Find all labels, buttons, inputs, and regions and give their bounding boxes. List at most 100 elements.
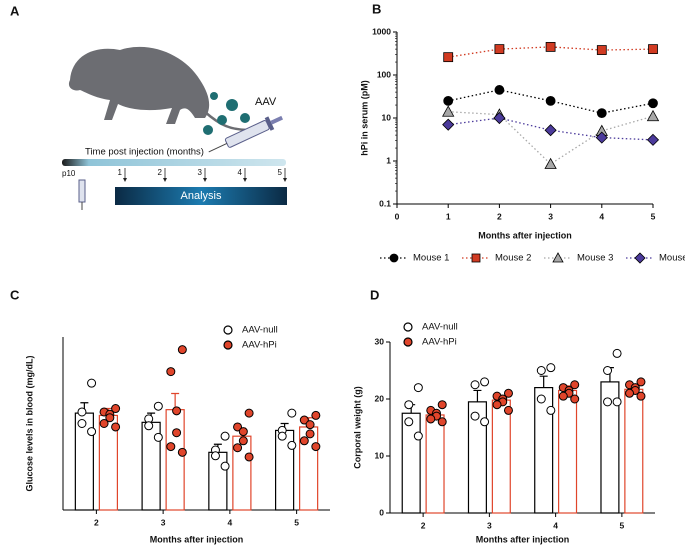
y-axis-label: hPi in serum (pM)	[359, 80, 369, 156]
data-point	[311, 442, 321, 452]
data-point	[437, 417, 447, 427]
y-tick-label: 0.1	[379, 198, 391, 208]
data-point	[77, 419, 87, 428]
marker	[494, 44, 505, 55]
data-point	[480, 377, 490, 387]
y-tick-label: 1	[386, 155, 391, 165]
x-tick-label: 3	[548, 211, 553, 221]
data-point	[87, 427, 97, 437]
data-point	[603, 366, 613, 375]
legend-label: Mouse 4	[659, 253, 685, 264]
data-point	[99, 419, 109, 428]
marker	[648, 44, 658, 55]
month-arrowhead	[203, 178, 207, 182]
data-point	[177, 345, 187, 355]
data-point	[426, 414, 436, 424]
y-tick-label: 30	[375, 336, 385, 346]
marker	[596, 108, 607, 119]
data-point	[287, 440, 297, 450]
y-tick-label: 0	[379, 507, 384, 517]
mouse	[68, 46, 210, 124]
x-tick-label: 0	[395, 211, 400, 221]
series-line	[448, 111, 654, 165]
y-tick-label: 100	[377, 69, 391, 79]
marker	[544, 157, 557, 169]
x-tick-label: 1	[446, 211, 451, 221]
data-point	[244, 452, 254, 462]
data-point	[546, 405, 556, 415]
y-tick-label: 10	[375, 450, 385, 460]
legend-label: AAV-null	[422, 322, 458, 333]
data-point	[503, 405, 513, 415]
y-axis-label: Glucose levels in blood (mg/dL)	[24, 355, 34, 491]
data-point	[299, 436, 309, 446]
data-point	[177, 447, 187, 457]
data-point	[87, 378, 97, 388]
data-point	[636, 391, 646, 401]
x-tick-label: 3	[487, 520, 492, 530]
data-point	[570, 380, 580, 390]
data-point	[536, 394, 546, 404]
marker	[545, 95, 556, 106]
x-tick-label: 5	[651, 211, 656, 221]
error-bar	[539, 375, 548, 388]
x-tick-label: 4	[228, 517, 233, 527]
panel-label: C	[10, 287, 20, 302]
data-point	[503, 388, 513, 398]
data-point	[233, 443, 243, 453]
month-ticks: 1 2 3 4 5	[118, 168, 287, 182]
legend-marker	[223, 340, 233, 350]
panel-label: B	[372, 1, 381, 16]
month-label: 4	[238, 168, 243, 177]
marker	[442, 118, 455, 131]
y-tick-label: 10	[382, 112, 392, 122]
marker	[646, 133, 660, 146]
data-point	[413, 431, 423, 441]
data-point	[166, 367, 176, 377]
x-axis-label: Months after injection	[478, 230, 572, 240]
data-point	[77, 407, 87, 417]
bar	[491, 399, 511, 514]
marker	[648, 98, 658, 109]
month-arrowhead	[123, 178, 127, 182]
month-arrowhead	[243, 178, 247, 182]
x-axis-label: Months after injection	[476, 534, 570, 544]
panel-label: A	[10, 3, 20, 18]
bar	[425, 414, 445, 514]
data-point	[277, 431, 287, 441]
month-arrowhead	[163, 178, 167, 182]
x-tick-label: 3	[161, 517, 166, 527]
marker	[493, 111, 506, 125]
legend-label: AAV-hPi	[422, 337, 457, 348]
marker	[494, 85, 505, 95]
data-point	[625, 388, 635, 398]
y-axis-label: Corporal weight (g)	[352, 386, 362, 469]
month-label: 2	[158, 168, 163, 177]
x-tick-label: 4	[553, 520, 558, 530]
data-point	[404, 417, 414, 427]
data-point	[437, 400, 447, 410]
data-point	[238, 427, 248, 437]
data-point	[220, 461, 230, 471]
illustration: A AAV Time post injection (months) p10 1…	[10, 3, 287, 210]
legend-marker	[403, 322, 413, 332]
x-tick-label: 5	[620, 520, 625, 530]
analysis-label: Analysis	[181, 190, 222, 202]
marker	[634, 252, 646, 264]
analysis-bar	[115, 187, 287, 205]
marker	[595, 131, 608, 144]
data-point	[166, 442, 176, 452]
data-point	[305, 429, 315, 439]
data-point	[210, 451, 220, 461]
marker	[544, 124, 557, 137]
legend-label: Mouse 3	[577, 253, 613, 264]
data-point	[287, 408, 297, 418]
marker	[552, 252, 564, 263]
data-point	[105, 413, 115, 423]
data-point	[144, 421, 154, 431]
data-point	[172, 406, 182, 416]
marker	[545, 42, 556, 52]
data-point	[492, 400, 502, 410]
